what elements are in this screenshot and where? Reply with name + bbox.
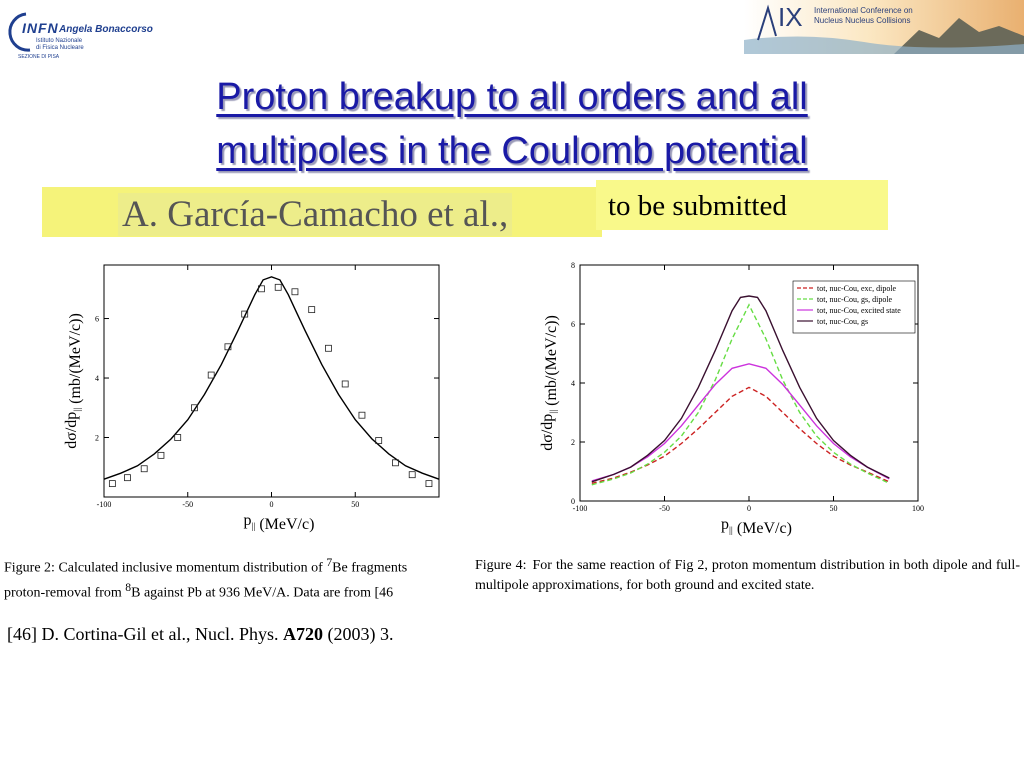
- x-tick-label: 0: [270, 500, 274, 509]
- x-tick-label: -50: [182, 500, 193, 509]
- data-point: [241, 310, 249, 318]
- conference-numeral: IX: [778, 2, 803, 32]
- series-line-4: [591, 295, 890, 483]
- y-tick-label: 4: [95, 374, 99, 383]
- y-tick-label: 6: [571, 320, 575, 329]
- figure2-caption-line1: Figure 2: Calculated inclusive momentum …: [4, 556, 408, 576]
- figure2-caption: Figure 2: Calculated inclusive momentum …: [4, 553, 470, 602]
- data-point: [258, 285, 265, 293]
- status-text: to be submitted: [608, 190, 787, 222]
- infn-arc-icon: [8, 12, 31, 52]
- y-tick-label: 6: [95, 315, 99, 324]
- data-point: [274, 283, 282, 291]
- legend-box: [792, 280, 916, 334]
- status-highlight: [596, 180, 888, 230]
- x-tick-label: 50: [351, 500, 359, 509]
- series-line-3: [591, 363, 890, 482]
- data-point: [308, 306, 316, 314]
- figure4-caption: Figure 4: For the same reaction of Fig 2,…: [475, 556, 1020, 596]
- series-line-1: [103, 276, 440, 480]
- data-point: [408, 471, 416, 479]
- legend-entry: tot, nuc-Cou, gs, dipole: [817, 295, 893, 304]
- title-line1: Proton breakup to all orders and all: [216, 76, 808, 118]
- data-point: [157, 451, 165, 459]
- conference-banner-icon: [744, 0, 1024, 54]
- slide-title: Proton breakup to all orders and all mul…: [100, 70, 924, 178]
- x-tick-label: -100: [97, 500, 112, 509]
- y-tick-label: 2: [571, 438, 575, 447]
- chart-fig4: -100 -50 0 50 100 0 2 4 6 8 p|| (MeV/c) dσ/dp|| (mb…: [540, 261, 924, 537]
- infn-line3: SEZIONE DI PISA: [18, 54, 60, 60]
- presenter-name: Angela Bonaccorso: [59, 24, 153, 35]
- data-point: [325, 344, 332, 352]
- infn-wordmark: INFN: [22, 20, 59, 36]
- legend-entry: tot, nuc-Cou, exc, dipole: [817, 284, 897, 293]
- figure4-text: For the same reaction of Fig 2, proton m…: [475, 558, 1020, 593]
- y-tick-label: 0: [571, 497, 575, 506]
- x-axis-label: p|| (MeV/c): [244, 512, 315, 533]
- reference-citation: [46] D. Cortina-Gil et al., Nucl. Phys. …: [7, 624, 394, 644]
- infn-logo: INFN Angela Bonaccorso Istituto Nazional…: [4, 8, 153, 60]
- y-tick-label: 8: [571, 261, 575, 270]
- data-point: [124, 474, 131, 482]
- data-point: [140, 465, 148, 473]
- infn-line1: Istituto Nazionale: [36, 38, 83, 44]
- title-line2: multipoles in the Coulomb potential: [216, 130, 808, 172]
- data-point: [224, 343, 232, 351]
- x-tick-label: 0: [747, 504, 751, 513]
- conference-line1: International Conference on: [814, 6, 913, 15]
- infn-line2: di Fisica Nucleare: [36, 45, 84, 51]
- figure2-caption-line2: proton-removal from 8B against Pb at 936…: [4, 580, 394, 601]
- data-point: [375, 437, 383, 444]
- x-tick-label: 50: [830, 504, 838, 513]
- chart-fig2: -100 -50 0 50 2 4 6 p|| (MeV/c) dσ/dp|| (mb/(MeV…: [63, 264, 440, 533]
- data-point: [108, 480, 116, 488]
- data-point: [207, 371, 215, 379]
- x-tick-label: -100: [573, 504, 588, 513]
- authors-text: A. García-Camacho et al.,: [118, 193, 513, 236]
- data-point: [392, 459, 399, 467]
- legend-entry: tot, nuc-Cou, excited state: [817, 306, 901, 315]
- y-tick-label: 2: [95, 434, 99, 443]
- data-point: [341, 380, 349, 388]
- series-line-1: [591, 386, 890, 484]
- y-axis-label: dσ/dp|| (mb/(MeV/c)): [540, 315, 560, 451]
- x-tick-label: -50: [659, 504, 670, 513]
- data-point: [174, 434, 182, 441]
- data-point: [358, 411, 366, 419]
- x-axis-label: p|| (MeV/c): [721, 516, 792, 537]
- x-tick-label: 100: [912, 504, 924, 513]
- series-line-2: [591, 303, 890, 486]
- conference-line2: Nucleus Nucleus Collisions: [814, 16, 911, 25]
- data-point: [425, 480, 433, 488]
- y-axis-label: dσ/dp|| (mb/(MeV/c)): [63, 313, 84, 449]
- y-tick-label: 4: [571, 379, 575, 388]
- plot-frame: [103, 264, 440, 498]
- data-point: [191, 404, 198, 412]
- figure4-label: Figure 4:: [475, 558, 527, 573]
- data-point: [291, 288, 299, 296]
- legend-entry: tot, nuc-Cou, gs: [817, 317, 868, 326]
- conference-logo: IX International Conference on Nucleus N…: [744, 0, 1024, 54]
